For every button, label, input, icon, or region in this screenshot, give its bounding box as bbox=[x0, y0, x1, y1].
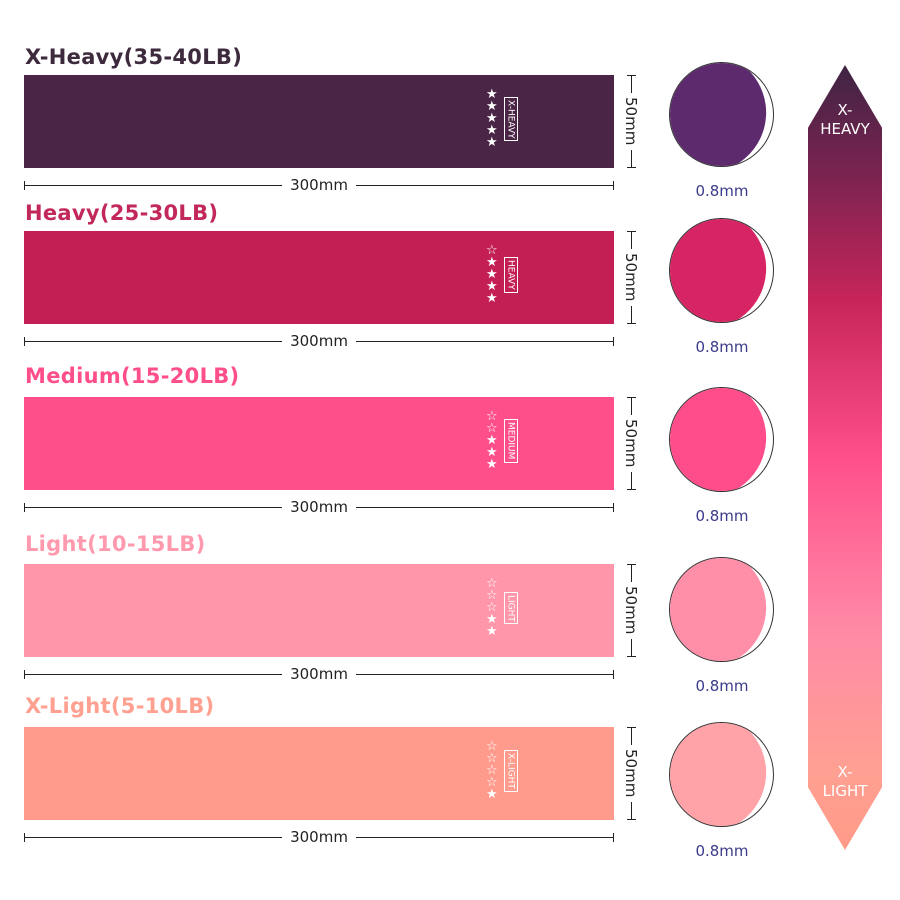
band-title: Light(10-15LB) bbox=[25, 532, 206, 556]
width-value: 50mm bbox=[622, 419, 640, 468]
length-value: 300mm bbox=[290, 176, 348, 194]
width-value: 50mm bbox=[622, 749, 640, 798]
width-dimension: 50mm bbox=[620, 564, 642, 657]
star-outline-icon: ☆ bbox=[486, 751, 498, 766]
star-filled-icon: ★ bbox=[486, 87, 498, 102]
band-title: X-Light(5-10LB) bbox=[25, 694, 215, 718]
width-dimension: 50mm bbox=[620, 397, 642, 490]
star-filled-icon: ★ bbox=[486, 612, 498, 627]
width-dimension: 50mm bbox=[620, 727, 642, 820]
width-value: 50mm bbox=[622, 97, 640, 146]
band-title: X-Heavy(35-40LB) bbox=[25, 45, 243, 69]
star-outline-icon: ☆ bbox=[486, 775, 498, 790]
band-swatch: ★ ★ ★ ☆ ☆ MEDIUM bbox=[24, 397, 614, 490]
length-dimension: 300mm bbox=[24, 498, 615, 516]
star-filled-icon: ★ bbox=[486, 445, 498, 460]
length-value: 300mm bbox=[290, 828, 348, 846]
star-rating: ★ ★ ☆ ☆ ☆ bbox=[486, 576, 498, 639]
star-filled-icon: ★ bbox=[486, 267, 498, 282]
star-rating: ★ ★ ★ ☆ ☆ bbox=[486, 409, 498, 472]
length-value: 300mm bbox=[290, 498, 348, 516]
star-filled-icon: ★ bbox=[486, 123, 498, 138]
thickness-value: 0.8mm bbox=[695, 842, 749, 860]
width-value: 50mm bbox=[622, 586, 640, 635]
star-outline-icon: ☆ bbox=[486, 600, 498, 615]
star-filled-icon: ★ bbox=[486, 624, 498, 639]
scale-top-line-1: X- bbox=[837, 101, 853, 119]
star-filled-icon: ★ bbox=[486, 433, 498, 448]
star-filled-icon: ★ bbox=[486, 787, 498, 802]
thickness-detail-image bbox=[669, 387, 774, 492]
star-filled-icon: ★ bbox=[486, 135, 498, 150]
star-filled-icon: ★ bbox=[486, 291, 498, 306]
star-outline-icon: ☆ bbox=[486, 409, 498, 424]
length-value: 300mm bbox=[290, 332, 348, 350]
length-dimension: 300mm bbox=[24, 665, 615, 683]
width-dimension: 50mm bbox=[620, 75, 642, 168]
length-dimension: 300mm bbox=[24, 332, 615, 350]
thickness-value: 0.8mm bbox=[695, 507, 749, 525]
thickness-detail-image bbox=[669, 557, 774, 662]
star-filled-icon: ★ bbox=[486, 99, 498, 114]
band-label: LIGHT bbox=[503, 591, 518, 625]
band-title: Medium(15-20LB) bbox=[25, 364, 240, 388]
band-swatch: ★ ☆ ☆ ☆ ☆ X-LIGHT bbox=[24, 727, 614, 820]
band-swatch: ★ ★ ★ ★ ☆ HEAVY bbox=[24, 231, 614, 324]
star-rating: ★ ☆ ☆ ☆ ☆ bbox=[486, 739, 498, 802]
thickness-value: 0.8mm bbox=[695, 182, 749, 200]
star-outline-icon: ☆ bbox=[486, 763, 498, 778]
band-label: HEAVY bbox=[503, 257, 518, 293]
length-value: 300mm bbox=[290, 665, 348, 683]
scale-top-line-2: HEAVY bbox=[820, 120, 870, 138]
band-label: MEDIUM bbox=[503, 419, 518, 463]
star-rating: ★ ★ ★ ★ ★ bbox=[486, 87, 498, 150]
length-dimension: 300mm bbox=[24, 828, 615, 846]
width-dimension: 50mm bbox=[620, 231, 642, 324]
length-dimension: 300mm bbox=[24, 176, 615, 194]
star-rating: ★ ★ ★ ★ ☆ bbox=[486, 243, 498, 306]
thickness-value: 0.8mm bbox=[695, 338, 749, 356]
thickness-detail-image bbox=[669, 218, 774, 323]
scale-top-label: X- HEAVY bbox=[808, 101, 882, 139]
band-title: Heavy(25-30LB) bbox=[25, 201, 219, 225]
scale-bottom-line-1: X- bbox=[837, 763, 853, 781]
thickness-value: 0.8mm bbox=[695, 677, 749, 695]
band-label: X-LIGHT bbox=[503, 750, 518, 792]
thickness-detail-image bbox=[669, 62, 774, 167]
thickness-detail-image bbox=[669, 722, 774, 827]
star-outline-icon: ☆ bbox=[486, 588, 498, 603]
star-filled-icon: ★ bbox=[486, 255, 498, 270]
band-swatch: ★ ★ ☆ ☆ ☆ LIGHT bbox=[24, 564, 614, 657]
star-outline-icon: ☆ bbox=[486, 739, 498, 754]
star-outline-icon: ☆ bbox=[486, 243, 498, 258]
star-outline-icon: ☆ bbox=[486, 421, 498, 436]
band-swatch: ★ ★ ★ ★ ★ X-HEAVY bbox=[24, 75, 614, 168]
band-label: X-HEAVY bbox=[503, 96, 518, 142]
intensity-scale-arrow bbox=[808, 65, 882, 850]
star-filled-icon: ★ bbox=[486, 111, 498, 126]
star-outline-icon: ☆ bbox=[486, 576, 498, 591]
width-value: 50mm bbox=[622, 253, 640, 302]
star-filled-icon: ★ bbox=[486, 279, 498, 294]
scale-bottom-line-2: LIGHT bbox=[822, 782, 868, 800]
scale-bottom-label: X- LIGHT bbox=[808, 763, 882, 801]
star-filled-icon: ★ bbox=[486, 457, 498, 472]
